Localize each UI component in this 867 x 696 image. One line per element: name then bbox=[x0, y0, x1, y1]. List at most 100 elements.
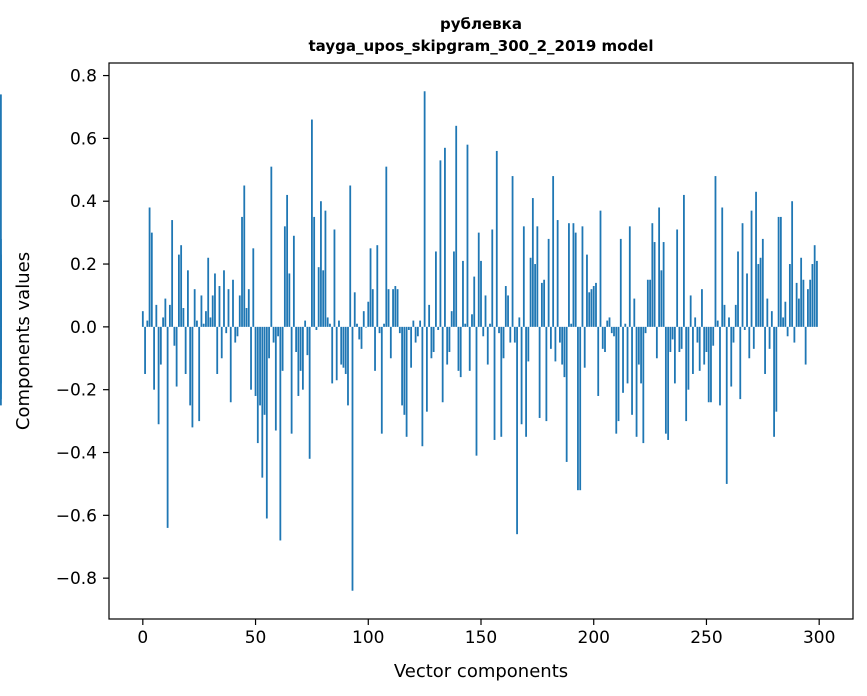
bar bbox=[329, 323, 331, 327]
x-tick-label: 50 bbox=[245, 628, 267, 648]
bar bbox=[678, 326, 681, 352]
bar bbox=[358, 326, 361, 340]
bar bbox=[493, 326, 496, 440]
bar bbox=[622, 326, 624, 393]
bar bbox=[604, 326, 606, 352]
bar bbox=[712, 326, 715, 346]
bar bbox=[335, 326, 338, 381]
bar bbox=[317, 267, 320, 327]
bar bbox=[552, 176, 555, 327]
bar bbox=[482, 326, 485, 337]
bar bbox=[770, 311, 773, 327]
bar bbox=[347, 326, 349, 406]
y-tick-label: 0.8 bbox=[70, 67, 97, 87]
bar bbox=[782, 317, 785, 327]
bar bbox=[453, 251, 455, 327]
bar bbox=[617, 326, 620, 422]
bar bbox=[540, 282, 543, 327]
bar bbox=[225, 326, 228, 334]
bar bbox=[800, 257, 803, 327]
bar bbox=[701, 289, 703, 327]
bar bbox=[531, 198, 534, 327]
x-tick-label: 0 bbox=[137, 628, 148, 648]
bar bbox=[698, 326, 701, 371]
bar bbox=[545, 326, 548, 422]
bar bbox=[680, 326, 683, 349]
bar bbox=[694, 317, 697, 327]
bar bbox=[171, 220, 174, 327]
bar bbox=[579, 326, 582, 491]
bar bbox=[198, 326, 201, 422]
bar bbox=[804, 326, 807, 365]
bar bbox=[283, 226, 286, 327]
bar bbox=[301, 326, 304, 390]
bar bbox=[721, 207, 724, 327]
bar bbox=[743, 326, 746, 330]
bar bbox=[227, 289, 230, 327]
bar bbox=[398, 326, 401, 334]
bar bbox=[428, 304, 431, 327]
bar bbox=[207, 257, 210, 327]
bar bbox=[150, 232, 153, 327]
bar bbox=[322, 270, 325, 327]
bar bbox=[466, 144, 469, 327]
bar bbox=[412, 320, 415, 327]
bar bbox=[211, 295, 214, 327]
bar bbox=[356, 323, 358, 327]
bar bbox=[153, 326, 155, 390]
bar bbox=[807, 289, 809, 327]
bar bbox=[265, 326, 268, 519]
chart-subtitle: tayga_upos_skipgram_300_2_2019 model bbox=[309, 37, 654, 55]
bar bbox=[529, 257, 532, 327]
bar bbox=[306, 326, 309, 356]
bar bbox=[615, 326, 618, 434]
bar bbox=[734, 304, 737, 327]
bar bbox=[263, 326, 266, 415]
bar bbox=[396, 289, 399, 327]
bar bbox=[595, 282, 597, 327]
bar bbox=[376, 245, 379, 327]
bar bbox=[338, 320, 340, 327]
bar bbox=[315, 326, 318, 330]
bar bbox=[572, 223, 575, 327]
plot-frame bbox=[108, 62, 854, 620]
x-tick-label: 150 bbox=[465, 628, 497, 648]
bar bbox=[277, 326, 279, 337]
bar bbox=[471, 314, 473, 327]
bar bbox=[816, 260, 818, 327]
y-tick-label: 0.4 bbox=[70, 192, 97, 212]
bar bbox=[148, 207, 151, 327]
bar bbox=[311, 119, 313, 327]
bar bbox=[295, 326, 298, 352]
bar bbox=[667, 326, 670, 440]
bar bbox=[689, 295, 692, 327]
y-tick-label: −0.4 bbox=[56, 444, 97, 464]
bar bbox=[261, 326, 264, 478]
bar bbox=[619, 238, 622, 327]
bar bbox=[252, 248, 255, 327]
bar bbox=[155, 304, 158, 327]
bar bbox=[286, 194, 289, 327]
bar bbox=[439, 160, 442, 327]
bar bbox=[574, 232, 577, 327]
bar bbox=[498, 326, 500, 334]
bar bbox=[401, 326, 403, 406]
bar bbox=[279, 326, 282, 541]
bar bbox=[714, 176, 717, 327]
bar bbox=[232, 279, 234, 327]
bar bbox=[389, 326, 392, 359]
bar bbox=[628, 226, 631, 327]
bar bbox=[637, 326, 640, 365]
bar bbox=[484, 295, 487, 327]
bar bbox=[369, 248, 372, 327]
bar bbox=[243, 185, 246, 327]
bar bbox=[793, 326, 796, 343]
bar bbox=[268, 326, 270, 359]
bar bbox=[728, 317, 730, 327]
bar bbox=[518, 317, 521, 327]
bar bbox=[559, 326, 561, 343]
bar bbox=[592, 286, 595, 327]
bar bbox=[245, 308, 248, 327]
bar bbox=[732, 326, 735, 343]
bar bbox=[653, 242, 656, 327]
